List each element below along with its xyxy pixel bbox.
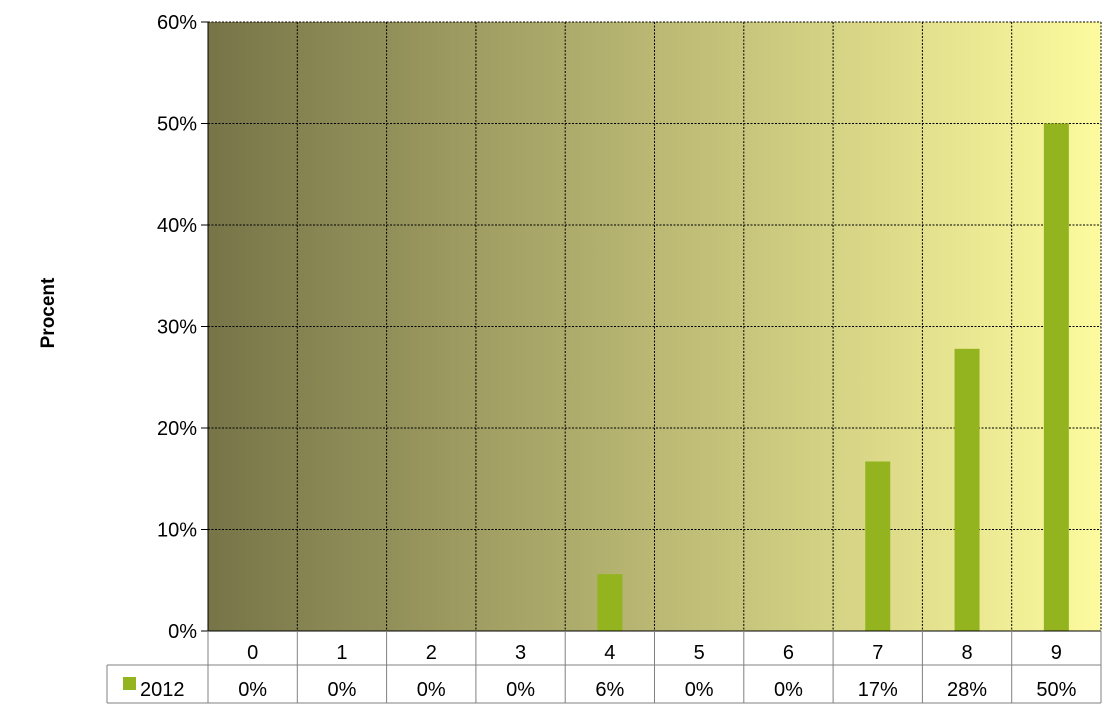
y-tick-label: 50% [157,114,197,136]
x-tick-label: 3 [515,642,526,664]
x-tick-label: 1 [336,642,347,664]
y-tick-label: 0% [168,621,197,643]
data-label: 17% [858,679,898,701]
data-label: 50% [1036,679,1076,701]
y-axis-label: Procent [38,277,59,348]
data-label: 0% [774,679,803,701]
x-tick-label: 5 [694,642,705,664]
y-tick-label: 30% [157,317,197,339]
bar-9 [1043,123,1069,631]
bar-8 [954,348,980,631]
y-tick-label: 10% [157,520,197,542]
y-tick-label: 20% [157,418,197,440]
x-tick-label: 7 [872,642,883,664]
x-tick-label: 6 [783,642,794,664]
data-label: 0% [506,679,535,701]
y-tick-label: 40% [157,215,197,237]
x-tick-label: 4 [604,642,615,664]
legend-label-2012: 2012 [140,679,185,701]
bar-4 [597,574,623,631]
data-label: 0% [238,679,267,701]
legend-swatch-2012 [123,677,136,690]
bar-7 [865,461,891,631]
x-tick-label: 9 [1051,642,1062,664]
data-label: 6% [595,679,624,701]
data-label: 28% [947,679,987,701]
x-tick-label: 8 [961,642,972,664]
x-tick-label: 0 [247,642,258,664]
x-tick-label: 2 [426,642,437,664]
data-label: 0% [417,679,446,701]
data-label: 0% [685,679,714,701]
data-label: 0% [327,679,356,701]
y-tick-label: 60% [157,12,197,34]
